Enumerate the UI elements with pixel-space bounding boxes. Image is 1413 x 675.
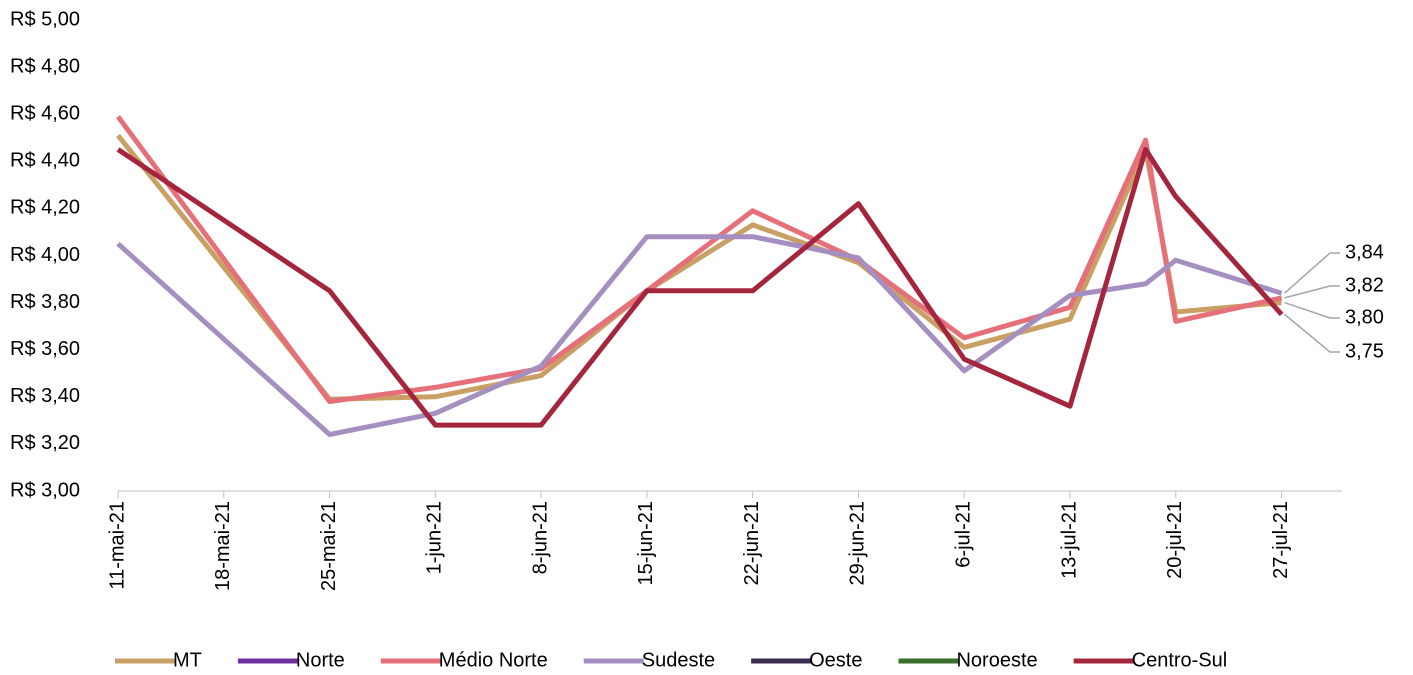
y-tick-label: R$ 3,00 [10,479,80,501]
value-label: 3,84 [1345,241,1384,263]
leader-line [1284,313,1340,353]
x-tick-label: 13-jul-21 [1058,501,1080,579]
x-tick-label: 29-jun-21 [847,501,869,586]
legend-label: Médio Norte [439,649,548,671]
x-tick-label: 27-jul-21 [1270,501,1292,579]
x-tick-label: 15-jun-21 [635,501,657,586]
x-tick-label: 22-jun-21 [741,501,763,586]
legend-label: Norte [296,649,345,671]
value-label: 3,80 [1345,306,1384,328]
y-tick-label: R$ 3,60 [10,338,80,360]
legend-label: Noroeste [956,649,1037,671]
legend-label: Centro-Sul [1132,649,1228,671]
y-tick-label: R$ 3,80 [10,291,80,313]
x-tick-label: 1-jun-21 [424,501,446,574]
y-tick-label: R$ 4,20 [10,197,80,219]
x-tick-label: 18-mai-21 [212,501,234,591]
series-line [116,147,1284,428]
leader-line [1284,252,1340,294]
y-tick-label: R$ 3,20 [10,432,80,454]
y-tick-label: R$ 4,80 [10,55,80,77]
value-label: 3,82 [1345,274,1384,296]
y-tick-label: R$ 4,60 [10,102,80,124]
x-tick-label: 20-jul-21 [1164,501,1186,579]
x-tick-label: 25-mai-21 [318,501,340,591]
legend-label: MT [173,649,202,671]
y-tick-label: R$ 4,40 [10,150,80,172]
legend-label: Sudeste [642,649,715,671]
x-tick-label: 6-jul-21 [953,501,975,568]
legend-label: Oeste [809,649,862,671]
y-tick-label: R$ 5,00 [10,8,80,30]
y-tick-label: R$ 3,40 [10,385,80,407]
x-tick-label: 11-mai-21 [106,501,128,590]
series-line [115,115,1283,404]
y-tick-label: R$ 4,00 [10,244,80,266]
leader-line [1284,285,1340,299]
x-tick-label: 8-jun-21 [529,501,551,574]
leader-line [1284,301,1340,319]
value-label: 3,75 [1345,340,1384,362]
